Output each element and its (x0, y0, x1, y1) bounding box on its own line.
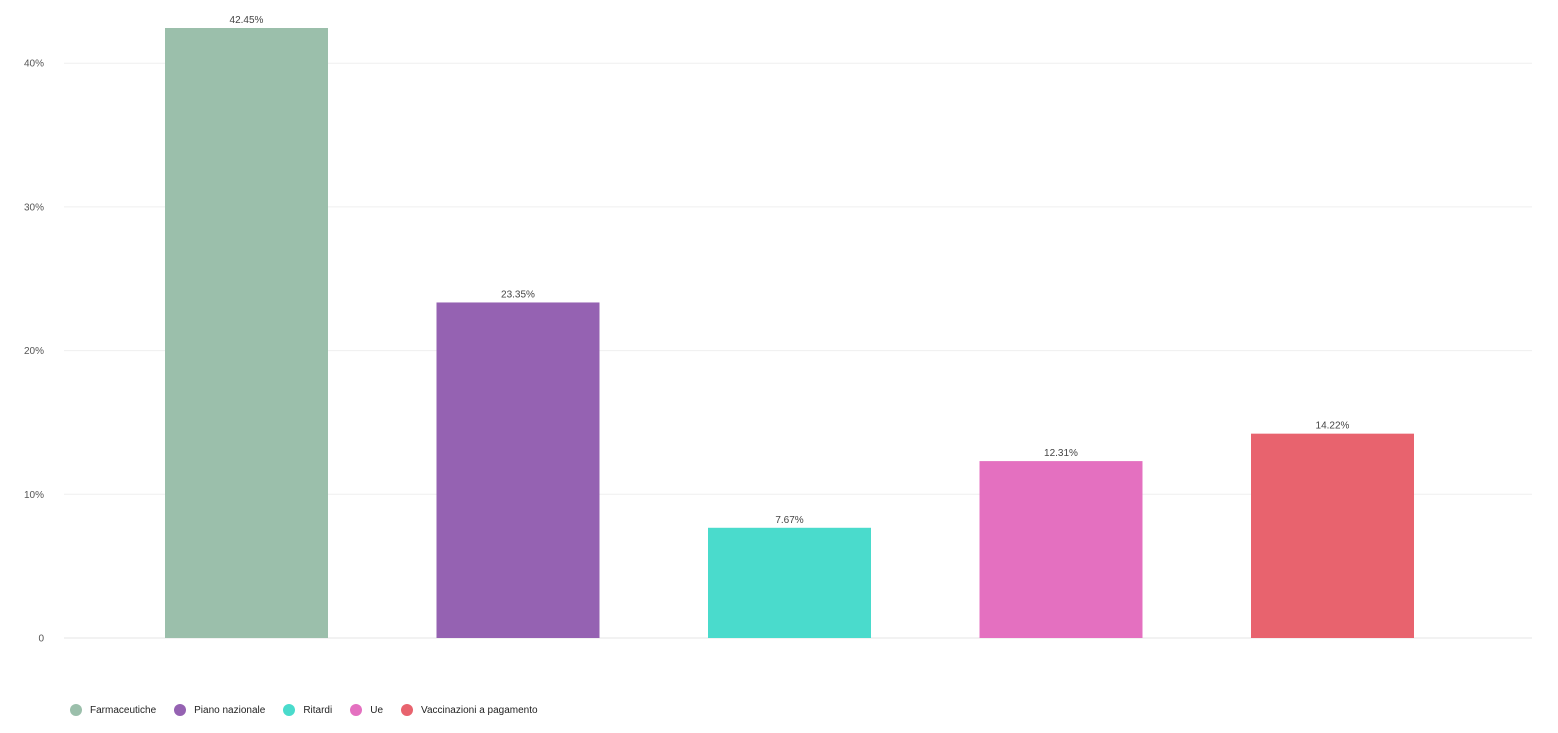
bar-ritardi[interactable] (708, 527, 871, 638)
bar-value-label: 14.22% (1316, 421, 1350, 432)
bar-piano-nazionale[interactable] (436, 302, 600, 638)
legend-label: Vaccinazioni a pagamento (421, 704, 538, 716)
y-tick-label: 20% (24, 346, 44, 357)
bars (165, 28, 1414, 638)
bar-value-label: 23.35% (501, 289, 535, 300)
legend-item[interactable]: Ue (350, 704, 383, 716)
bar-ue[interactable] (979, 461, 1143, 638)
legend-label: Ue (370, 704, 384, 716)
legend-label: Piano nazionale (194, 704, 266, 716)
legend-label: Farmaceutiche (90, 704, 157, 716)
chart-legend: Farmaceutiche Piano nazionale Ritardi Ue Vac… (70, 704, 538, 716)
legend-swatch-icon (401, 704, 414, 716)
legend-item[interactable]: Vaccinazioni a pagamento (401, 704, 538, 716)
value-labels: 42.45% 23.35% 7.67% 12.31% 14.22% (230, 15, 1350, 526)
legend-swatch-icon (283, 704, 296, 716)
legend-item[interactable]: Ritardi (283, 704, 332, 716)
y-axis-ticks: 0 10% 20% 30% 40% (24, 59, 44, 645)
legend-swatch-icon (70, 704, 82, 716)
bar-value-label: 42.45% (230, 15, 264, 26)
bar-farmaceutiche[interactable] (165, 28, 328, 638)
y-tick-label: 30% (24, 202, 44, 213)
legend-swatch-icon (350, 704, 363, 716)
bar-value-label: 12.31% (1044, 448, 1078, 459)
legend-item[interactable]: Farmaceutiche (70, 704, 156, 716)
legend-item[interactable]: Piano nazionale (174, 704, 265, 716)
bar-vaccinazioni-a-pagamento[interactable] (1251, 433, 1414, 638)
y-tick-label: 0 (38, 634, 44, 645)
y-tick-label: 40% (24, 59, 44, 70)
legend-label: Ritardi (303, 704, 333, 716)
y-tick-label: 10% (24, 490, 44, 501)
legend-swatch-icon (174, 704, 187, 716)
bar-value-label: 7.67% (775, 515, 803, 526)
